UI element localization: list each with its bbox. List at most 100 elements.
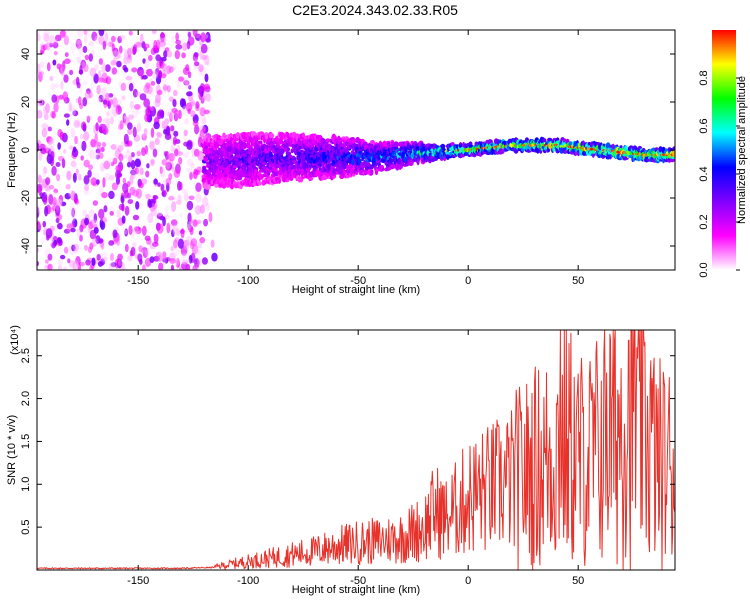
spectrogram-cell: [203, 218, 209, 227]
y-tick-label: 1.0: [20, 477, 32, 492]
spectrogram-cell: [257, 181, 262, 186]
spectrogram-cell: [70, 160, 77, 168]
spectrogram-cell: [307, 167, 311, 171]
spectrogram-cell: [175, 32, 180, 42]
spectrogram-cell: [591, 152, 595, 158]
spectrogram-cell: [102, 123, 107, 130]
spectrogram-cell: [44, 205, 49, 217]
y-tick-label: 40: [20, 48, 32, 60]
spectrogram-cell: [106, 111, 110, 117]
spectrogram-cell: [205, 37, 211, 43]
y-tick-label: -40: [20, 238, 32, 254]
spectrogram-cell: [143, 98, 151, 108]
spectrogram-cell: [102, 128, 107, 134]
spectrogram-cell: [189, 226, 194, 236]
spectrogram-cell: [157, 182, 161, 187]
spectrogram-cell: [117, 128, 122, 136]
spectrogram-cell: [200, 83, 205, 91]
spectrogram-cell: [132, 242, 137, 247]
spectrogram-cell: [151, 30, 157, 35]
spectrogram-cell: [38, 151, 43, 161]
spectrogram-cell: [112, 56, 118, 65]
spectrogram-cell: [141, 225, 147, 236]
spectrogram-cell: [159, 60, 165, 69]
spectrogram-cell: [203, 157, 209, 162]
spectrogram-cell: [139, 167, 144, 175]
spectrogram-cell: [144, 59, 150, 69]
spectrogram-cell: [199, 237, 206, 244]
spectrogram-cell: [149, 140, 155, 150]
spectrogram-cell: [200, 43, 208, 54]
spectrogram-cell: [101, 141, 107, 148]
y-tick-label: -20: [20, 190, 32, 206]
spectrogram-cell: [55, 217, 60, 224]
spectrogram-cell: [273, 173, 278, 177]
spectrogram-cell: [71, 260, 79, 269]
spectrogram-cell: [97, 77, 105, 83]
spectrogram-cell: [95, 152, 100, 163]
spectrogram-cell: [201, 95, 207, 101]
spectrogram-cell: [159, 40, 166, 47]
spectrogram-cell: [144, 235, 151, 241]
snr-frame: [36, 329, 676, 571]
spectrogram-cell: [110, 105, 116, 116]
spectrogram-cell: [102, 177, 106, 188]
spectrogram-cell: [105, 43, 111, 50]
spectrogram-cell: [75, 119, 83, 128]
spectrogram-cell: [70, 128, 76, 138]
spectrogram-cell: [430, 148, 434, 152]
spectrogram-cell: [95, 122, 99, 132]
spectrogram-cell: [45, 103, 50, 114]
spectrogram-cell: [258, 169, 265, 173]
spectrogram-cell: [85, 259, 91, 266]
spectrogram-cell: [170, 264, 175, 270]
spectrogram-cell: [123, 189, 129, 199]
spectrogram-cell: [280, 149, 285, 154]
spectrogram-cell: [543, 138, 547, 143]
spectrogram-cell: [201, 257, 208, 265]
spectrogram-cell: [61, 158, 66, 169]
spectrogram-cell: [381, 168, 385, 171]
spectrogram-cell: [112, 229, 118, 239]
spectrogram-cell: [203, 54, 210, 66]
spectrogram-cell: [42, 220, 47, 228]
spectrogram-cell: [137, 202, 144, 209]
spectrogram-cell: [37, 204, 40, 214]
spectrogram-cell: [186, 167, 193, 173]
spectrogram-cell: [104, 64, 111, 72]
spectrogram-cell: [143, 84, 150, 94]
spectrogram-cell: [111, 36, 117, 42]
spectrogram-cell: [65, 184, 71, 190]
spectrogram-cell: [143, 128, 148, 136]
spectrogram-cell: [73, 163, 78, 169]
spectrogram-cell: [135, 91, 142, 97]
spectrogram-cell: [178, 76, 184, 82]
x-tick-label: 50: [572, 275, 584, 287]
spectrogram-cell: [619, 145, 623, 149]
spectrogram-cell: [293, 157, 297, 161]
spectrogram-cell: [139, 93, 147, 101]
spectrogram-cell: [173, 130, 179, 137]
spectrogram-cell: [135, 41, 142, 48]
spectrogram-cell: [121, 215, 126, 224]
spectrogram-cell: [165, 205, 169, 216]
spectrogram-cell: [166, 50, 173, 58]
spectrogram-cell: [110, 35, 116, 43]
spectrogram-cell: [189, 171, 193, 181]
spectrogram-cell: [77, 140, 83, 149]
spectrogram-cell: [124, 243, 129, 253]
spectrogram-cell: [101, 63, 107, 73]
spectrogram-cell: [40, 147, 47, 154]
spectrogram-cell: [145, 193, 151, 200]
spectrogram-cell: [104, 173, 111, 182]
spectrogram-cell: [54, 205, 61, 217]
spectrogram-cell: [84, 217, 90, 226]
spectrogram-cell: [160, 183, 165, 192]
spectrogram-cell: [97, 97, 102, 104]
colorbar-tick-label: 0.6: [698, 118, 710, 133]
spectrogram-cell: [68, 260, 76, 269]
spectrogram-cell: [205, 61, 210, 66]
spectrogram-cell: [123, 59, 131, 64]
spectrogram-cell: [59, 63, 64, 70]
spectrogram-cell: [45, 177, 51, 186]
